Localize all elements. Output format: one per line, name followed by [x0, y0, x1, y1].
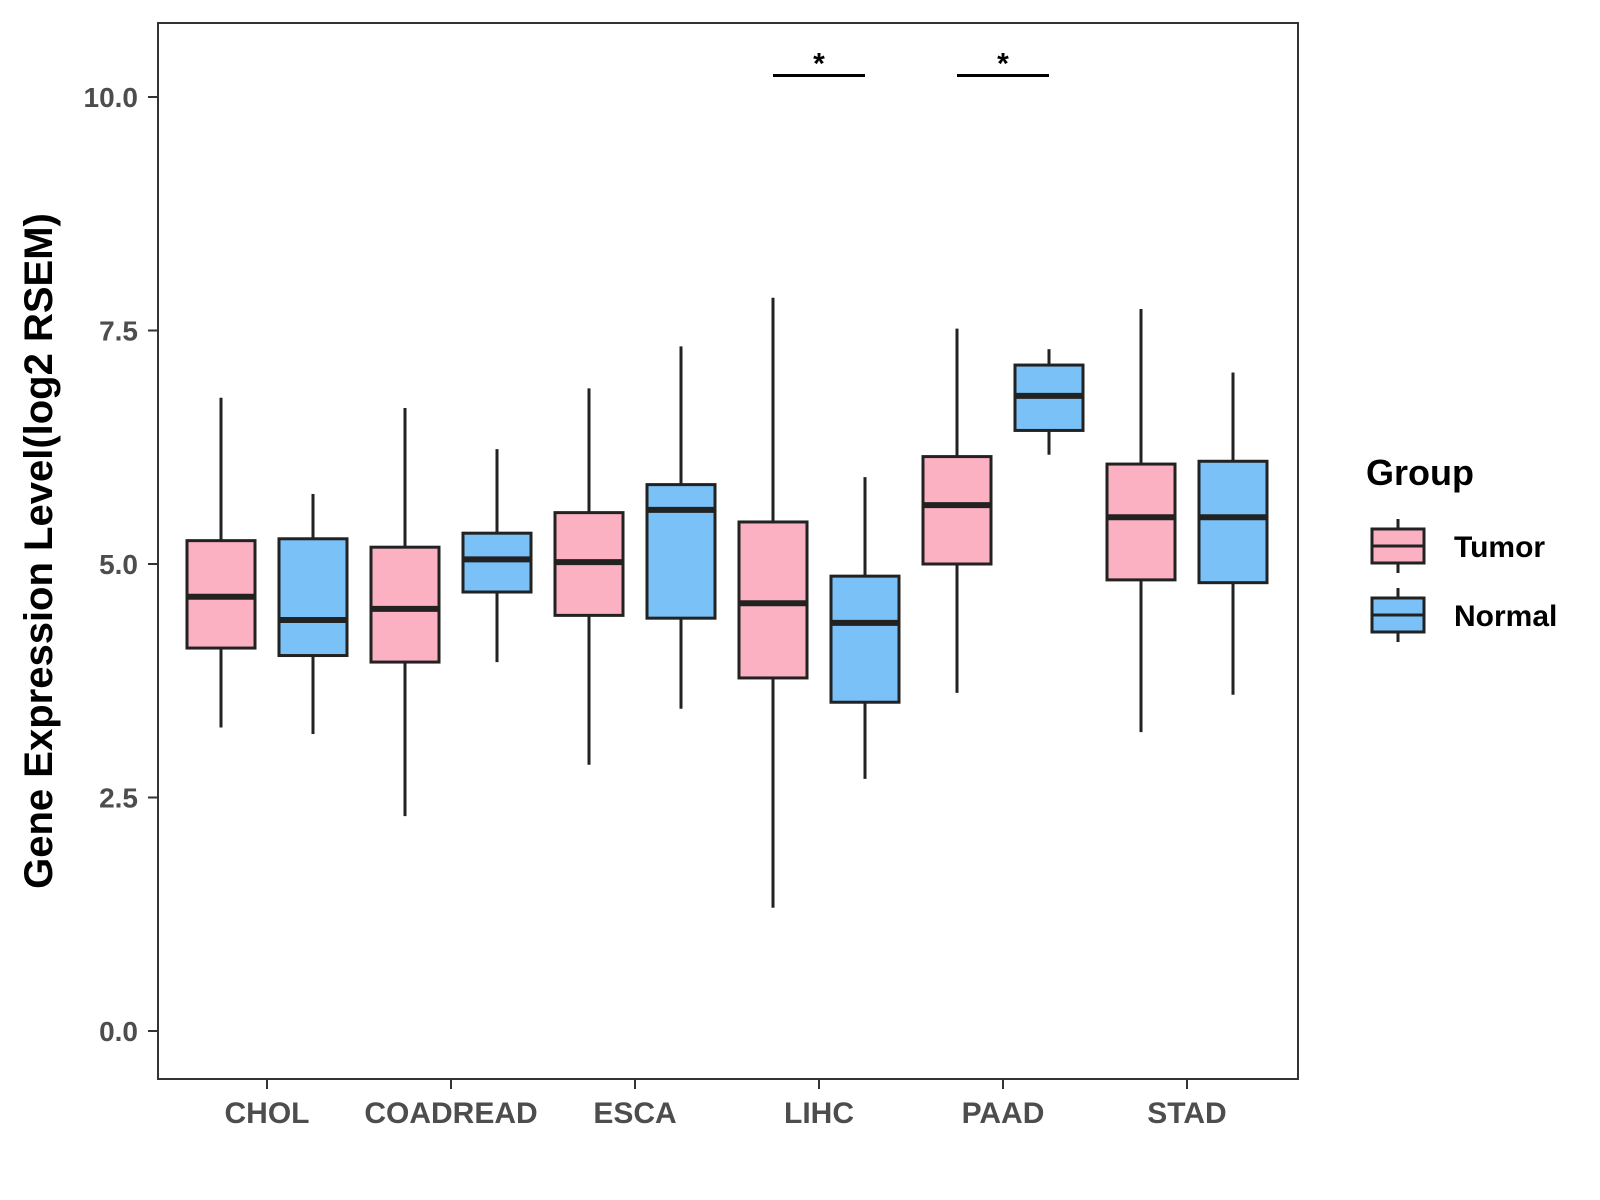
boxes-layer: [185, 297, 1269, 908]
box-normal-esca: [645, 346, 717, 709]
iqr-box: [369, 545, 441, 664]
box-tumor-chol: [185, 397, 257, 728]
x-tick-label: STAD: [1147, 1097, 1226, 1130]
significance-paad: *: [957, 48, 1049, 81]
legend-item-tumor: Tumor: [1370, 519, 1545, 573]
y-axis: 0.0 2.5 5.0 7.5 10.0: [84, 82, 158, 1047]
iqr-box: [829, 574, 901, 704]
box-normal-paad: [1013, 349, 1085, 455]
box-normal-chol: [277, 493, 349, 734]
legend: Group Tumor Normal: [1366, 452, 1557, 642]
x-tick-label: COADREAD: [364, 1097, 537, 1130]
box-normal-lihc: [829, 477, 901, 779]
box-tumor-stad: [1105, 309, 1177, 733]
iqr-box: [921, 455, 993, 566]
y-tick-label: 5.0: [99, 549, 138, 580]
legend-label: Tumor: [1454, 531, 1545, 564]
y-axis-title: Gene Expression Level(log2 RSEM): [17, 213, 61, 889]
box-normal-coadread: [461, 449, 533, 663]
x-tick-label: PAAD: [962, 1097, 1045, 1130]
box-normal-stad: [1197, 372, 1269, 695]
iqr-box: [1105, 462, 1177, 582]
significance-annotations: * *: [773, 48, 1049, 81]
significance-star: *: [997, 48, 1009, 81]
legend-item-normal: Normal: [1370, 588, 1557, 642]
box-tumor-coadread: [369, 408, 441, 817]
legend-label: Normal: [1454, 600, 1557, 633]
x-axis: CHOL COADREAD ESCA LIHC PAAD STAD: [225, 1079, 1227, 1130]
iqr-box: [737, 520, 809, 680]
y-tick-label: 7.5: [99, 316, 138, 347]
iqr-box: [645, 483, 717, 620]
y-tick-label: 0.0: [99, 1016, 138, 1047]
y-tick-label: 10.0: [84, 82, 139, 113]
y-tick-label: 2.5: [99, 783, 138, 814]
iqr-box: [1197, 459, 1269, 585]
significance-star: *: [813, 48, 825, 81]
iqr-box: [277, 537, 349, 658]
box-tumor-paad: [921, 328, 993, 693]
x-tick-label: LIHC: [784, 1097, 854, 1130]
significance-lihc: *: [773, 48, 865, 81]
legend-title: Group: [1366, 452, 1474, 493]
box-tumor-esca: [553, 388, 625, 765]
box-tumor-lihc: [737, 297, 809, 908]
x-tick-label: CHOL: [225, 1097, 310, 1130]
x-tick-label: ESCA: [593, 1097, 676, 1130]
iqr-box: [461, 531, 533, 594]
